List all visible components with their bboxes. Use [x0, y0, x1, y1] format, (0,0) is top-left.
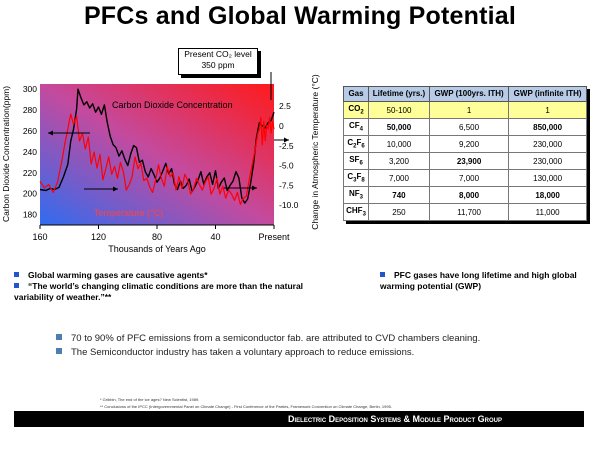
- table-cell: 23,900: [428, 152, 510, 170]
- bullet-global-warming-gases: Global warming gases are causative agent…: [14, 270, 334, 281]
- table-row: NF3 740 8,000 18,000: [342, 186, 587, 204]
- table-row: CHF3 250 11,700 11,000: [342, 203, 587, 221]
- table-cell: 10,000: [368, 135, 430, 153]
- table-header-1: Lifetime (yrs.): [368, 86, 430, 102]
- right-y-tick-label: -2.5: [279, 141, 294, 151]
- table-cell: 130,000: [508, 169, 587, 187]
- right-y-tick-label: 2.5: [279, 101, 291, 111]
- plot-background: [40, 84, 274, 225]
- x-axis-label: Thousands of Years Ago: [108, 244, 206, 254]
- bullet-square-icon: [56, 334, 62, 340]
- present-co2-callout: Present CO₂ level 350 ppm: [178, 48, 258, 75]
- bullet-text: The Semiconductor industry has taken a v…: [71, 347, 415, 358]
- bullet-pfc-lifetime: PFC gases have long lifetime and high gl…: [380, 270, 590, 292]
- gas-cell: CO2: [342, 101, 370, 119]
- bullet-text: PFC gases have long lifetime and high gl…: [380, 270, 577, 291]
- right-y-tick-label: -5.0: [279, 161, 294, 171]
- bullet-text: “The world’s changing climatic condition…: [14, 281, 304, 302]
- table-cell: 850,000: [508, 118, 587, 136]
- table-row: C2F6 10,000 9,200 230,000: [342, 135, 587, 153]
- bullet-cvd-emissions: 70 to 90% of PFC emissions from a semico…: [56, 332, 576, 345]
- table-cell: 8,000: [428, 186, 510, 204]
- right-y-tick-label: 0: [279, 121, 284, 131]
- x-tick-label: 160: [32, 232, 47, 242]
- temperature-series-line: [39, 113, 275, 205]
- table-cell: 3,200: [368, 152, 430, 170]
- table-cell: 6,500: [428, 118, 510, 136]
- slide-title: PFCs and Global Warming Potential: [83, 2, 517, 30]
- table-cell: 7,000: [428, 169, 510, 187]
- table-row: SF6 3,200 23,900 230,000: [342, 152, 587, 170]
- bullet-climate-quote: “The world’s changing climatic condition…: [14, 281, 344, 303]
- left-y-axis-label: Carbon Dioxide Concentration(ppm): [1, 86, 11, 222]
- right-y-tick-label: -7.5: [279, 180, 294, 190]
- table-cell: 230,000: [508, 152, 587, 170]
- table-cell: 50,000: [368, 118, 430, 136]
- table-row: CO2 50-100 1 1: [342, 101, 587, 119]
- table-row: C3F8 7,000 7,000 130,000: [342, 169, 587, 187]
- right-y-axis-label: Change in Atmospheric Temperature (°C): [310, 74, 320, 230]
- reference-2: ** Conclusions of the IPCC (Intergovernm…: [100, 404, 392, 409]
- reference-1: * Gribbin, The end of the ice ages? New …: [100, 397, 200, 402]
- bullet-square-icon: [14, 272, 19, 277]
- gas-cell: C3F8: [342, 169, 370, 187]
- table-cell: 7,000: [368, 169, 430, 187]
- pfc-gwp-table: Gas Lifetime (yrs.) GWP (100yrs. ITH) GWP (…: [342, 86, 587, 221]
- table-cell: 11,000: [508, 203, 587, 221]
- table-cell: 9,200: [428, 135, 510, 153]
- footer-text: Dielectric Deposition Systems & Module P…: [287, 414, 502, 424]
- gas-cell: NF3: [342, 186, 370, 204]
- temperature-series-annotation: Temperature (°C): [94, 208, 163, 218]
- gas-cell: C2F6: [342, 135, 370, 153]
- gas-cell: CHF3: [342, 203, 370, 221]
- left-y-tick-label: 240: [23, 147, 37, 157]
- callout-line-2: 350 ppm: [201, 60, 235, 70]
- left-y-tick-label: 180: [23, 210, 37, 220]
- left-y-tick-label: 260: [23, 126, 37, 136]
- co2-series-annotation: Carbon Dioxide Concentration: [112, 100, 233, 110]
- table-header-0: Gas: [342, 86, 370, 102]
- table-row: CF4 50,000 6,500 850,000: [342, 118, 587, 136]
- co2-series-line: [39, 88, 275, 204]
- bullet-square-icon: [14, 283, 19, 288]
- table-cell: 740: [368, 186, 430, 204]
- callout-line-1: Present CO₂ level: [184, 49, 252, 59]
- left-y-tick-label: 200: [23, 189, 37, 199]
- co2-temperature-chart: 300 280 260 240 220 200 180 2.5 0 -2.5 -5.0 -7.5 -10…: [1, 72, 320, 254]
- right-y-tick-label: -10.0: [279, 200, 299, 210]
- bullet-square-icon: [56, 348, 62, 354]
- bullet-voluntary-approach: The Semiconductor industry has taken a v…: [56, 346, 576, 359]
- left-y-tick-label: 300: [23, 84, 37, 94]
- bullet-square-icon: [380, 272, 385, 277]
- table-header-2: GWP (100yrs. ITH): [428, 86, 510, 102]
- x-tick-label: 40: [210, 232, 220, 242]
- table-cell: 18,000: [508, 186, 587, 204]
- left-y-tick-label: 280: [23, 105, 37, 115]
- x-tick-label: Present: [258, 232, 290, 242]
- footer-bar: Dielectric Deposition Systems & Module P…: [14, 411, 584, 427]
- table-cell: 50-100: [368, 101, 430, 119]
- x-tick-label: 120: [91, 232, 106, 242]
- x-tick-label: 80: [152, 232, 162, 242]
- table-cell: 250: [368, 203, 430, 221]
- table-cell: 1: [508, 101, 587, 119]
- table-cell: 230,000: [508, 135, 587, 153]
- table-cell: 11,700: [428, 203, 510, 221]
- left-y-tick-label: 220: [23, 168, 37, 178]
- gas-cell: SF6: [342, 152, 370, 170]
- bullet-text: Global warming gases are causative agent…: [28, 270, 208, 280]
- bullet-text: 70 to 90% of PFC emissions from a semico…: [71, 333, 481, 344]
- table-cell: 1: [428, 101, 510, 119]
- table-header-3: GWP (infinite ITH): [508, 86, 587, 102]
- gas-cell: CF4: [342, 118, 370, 136]
